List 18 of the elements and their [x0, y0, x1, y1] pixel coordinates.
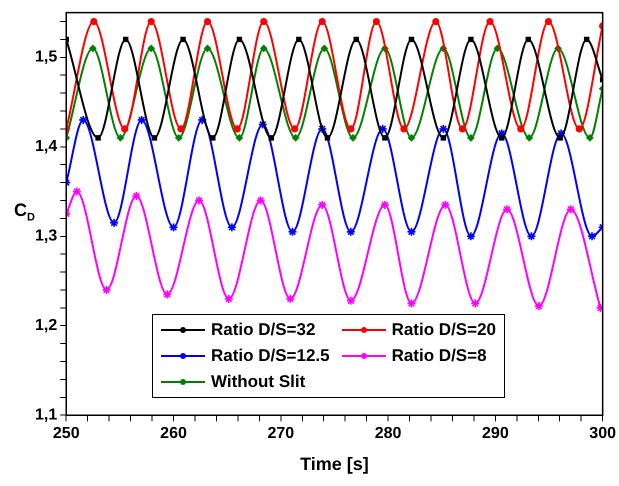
- y-tick-label: 1,4: [34, 138, 58, 156]
- y-tick-label: 1,2: [34, 317, 58, 334]
- y-axis-title: C$_{D}$: [14, 200, 35, 224]
- x-tick-label: 280: [374, 425, 402, 442]
- legend-label: Ratio D/S=20: [392, 320, 496, 340]
- x-tick-label: 260: [160, 425, 187, 442]
- x-tick-label: 290: [482, 425, 509, 442]
- y-tick-label: 1,5: [34, 48, 58, 66]
- legend-label: Without Slit: [211, 372, 306, 392]
- legend-label: Ratio D/S=12.5: [211, 346, 330, 366]
- y-tick-label: 1,1: [34, 406, 58, 424]
- y-tick-label: 1,3: [34, 228, 58, 245]
- x-tick-label: 250: [52, 425, 80, 442]
- legend-label: Ratio D/S=8: [392, 346, 487, 366]
- x-axis-title: Time [s]: [300, 454, 369, 474]
- legend-label: Ratio D/S=32: [211, 320, 316, 340]
- x-tick-label: 270: [267, 425, 294, 442]
- x-tick-label: 300: [589, 425, 616, 442]
